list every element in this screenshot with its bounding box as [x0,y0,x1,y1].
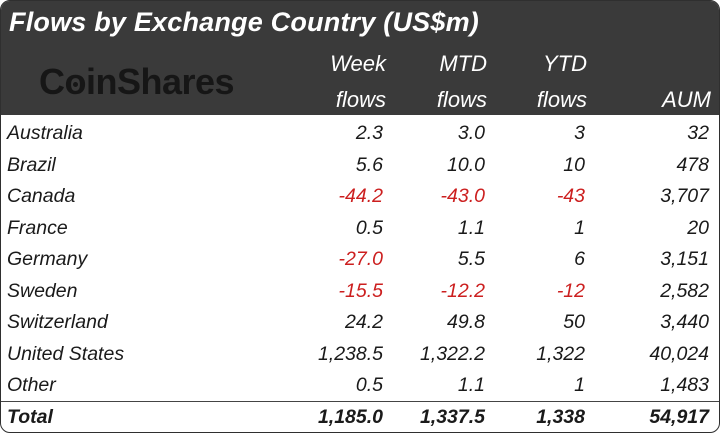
aum-cell: 3,151 [660,248,709,270]
col-week-header-line2: flows [335,87,386,112]
aum-cell: 2,582 [660,279,709,302]
ytd-flows-cell: 1,322 [536,342,585,365]
week-flows-cell: 5.6 [355,153,383,176]
col-ytd-header-line1: YTD [543,51,587,76]
country-name: Canada [7,185,76,207]
aum-cell: 3,707 [660,185,709,207]
col-week-header-line1: Week [330,51,386,76]
logo-text-start: C [39,61,65,102]
mtd-flows-cell: -43.0 [440,185,485,207]
country-name: Other [7,374,56,396]
coinshares-logo: CoinShares [39,61,235,103]
ytd-flows-cell: 10 [563,153,585,176]
ytd-flows-cell: 50 [563,311,585,333]
aum-cell: 32 [687,122,709,144]
table-row: Sweden -15.5 -12.2 -12 2,582 [1,276,719,308]
aum-cell: 478 [676,153,709,176]
week-flows-cell: 24.2 [345,311,383,333]
aum-cell: 1,483 [660,374,709,396]
aum-cell: 3,440 [660,311,709,333]
country-name: Brazil [7,153,56,176]
table-row: Other 0.5 1.1 1 1,483 [1,370,719,402]
col-mtd-header-line1: MTD [439,51,487,76]
logo-text-end: inShares [86,61,235,102]
mtd-flows-cell: 3.0 [457,122,485,144]
ytd-flows-cell: 1 [574,374,585,396]
total-row: Total 1,185.0 1,337.5 1,338 54,917 [1,402,719,432]
col-aum-header: AUM [662,87,711,112]
total-divider [1,401,719,402]
country-name: United States [7,342,125,365]
ytd-flows-cell: 1 [574,216,585,239]
table-row: Brazil 5.6 10.0 10 478 [1,150,719,182]
ytd-flows-cell: 6 [574,248,585,270]
country-name: Sweden [7,279,78,302]
mtd-flows-cell: 5.5 [457,248,485,270]
total-mtd-flows: 1,337.5 [419,406,485,428]
mtd-flows-cell: 1,322.2 [419,342,485,365]
week-flows-cell: 0.5 [355,216,383,239]
country-name: Australia [7,122,83,144]
country-name: France [7,216,68,239]
table-row: Canada -44.2 -43.0 -43 3,707 [1,181,719,213]
week-flows-cell: 1,238.5 [317,342,383,365]
week-flows-cell: -44.2 [338,185,383,207]
table-row: Australia 2.3 3.0 3 32 [1,118,719,150]
col-mtd-header-line2: flows [436,87,487,112]
week-flows-cell: -27.0 [338,248,383,270]
table-header: Flows by Exchange Country (US$m) CoinSha… [1,1,719,115]
table-row: France 0.5 1.1 1 20 [1,213,719,245]
aum-cell: 20 [687,216,709,239]
aum-cell: 40,024 [649,342,709,365]
total-ytd-flows: 1,338 [536,406,585,428]
mtd-flows-cell: 10.0 [447,153,485,176]
logo-o-mark: o [64,61,87,102]
table-row: Germany -27.0 5.5 6 3,151 [1,244,719,276]
table-row: United States 1,238.5 1,322.2 1,322 40,024 [1,339,719,371]
mtd-flows-cell: 1.1 [457,216,485,239]
total-week-flows: 1,185.0 [317,406,383,428]
week-flows-cell: -15.5 [338,279,383,302]
total-aum: 54,917 [649,406,709,428]
ytd-flows-cell: 3 [574,122,585,144]
table-title: Flows by Exchange Country (US$m) [9,7,479,37]
week-flows-cell: 2.3 [355,122,383,144]
ytd-flows-cell: -43 [556,185,585,207]
mtd-flows-cell: -12.2 [440,279,485,302]
col-ytd-header-line2: flows [536,87,587,112]
table-row: Switzerland 24.2 49.8 50 3,440 [1,307,719,339]
total-label: Total [7,406,53,428]
week-flows-cell: 0.5 [355,374,383,396]
country-name: Switzerland [7,311,108,333]
mtd-flows-cell: 49.8 [447,311,485,333]
country-name: Germany [7,248,88,270]
ytd-flows-cell: -12 [556,279,585,302]
mtd-flows-cell: 1.1 [457,374,485,396]
